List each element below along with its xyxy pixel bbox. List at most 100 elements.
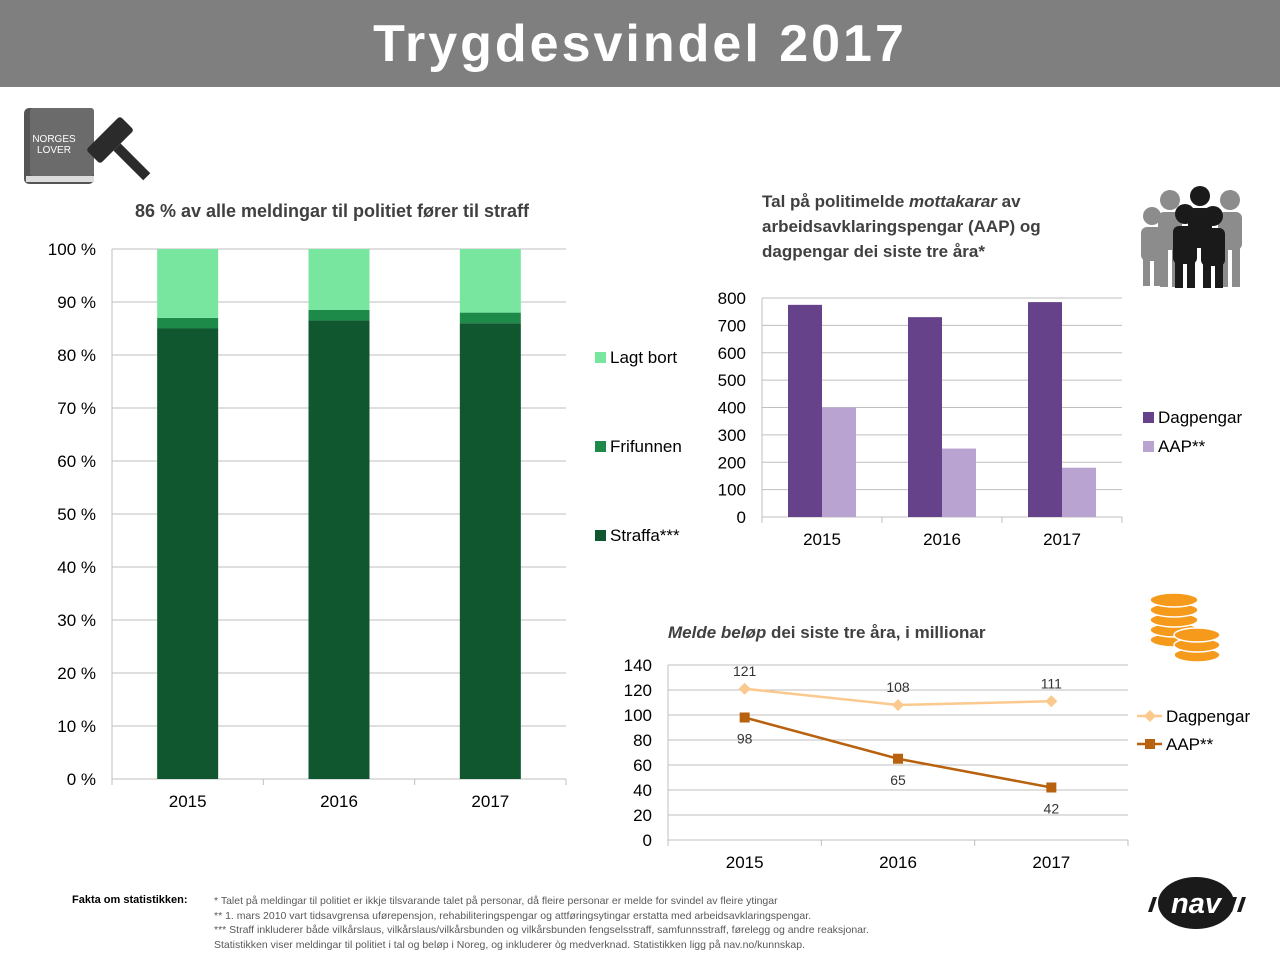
chart2-bars (788, 302, 1096, 517)
chart2-y-ticks: 0 100 200 300 400 500 600 700 800 (718, 289, 746, 527)
bar-straffa-2017 (459, 323, 521, 779)
data-label: 42 (1044, 801, 1060, 817)
y-tick-label: 0 (643, 831, 652, 850)
y-tick-label: 20 % (57, 664, 96, 683)
legend-label: Dagpengar (1166, 707, 1250, 726)
x-tick-label: 2016 (320, 792, 358, 811)
y-tick-label: 20 (633, 806, 652, 825)
y-tick-label: 0 (737, 508, 746, 527)
footer-note: * Talet på meldingar til politiet er ikk… (214, 895, 778, 907)
chart2-x-ticks: 2015 2016 2017 (803, 530, 1081, 549)
y-tick-label: 0 % (67, 770, 96, 789)
y-tick-label: 10 % (57, 717, 96, 736)
x-tick-label: 2015 (803, 530, 841, 549)
footer-note: ** 1. mars 2010 vart tidsavgrensa uførep… (214, 909, 812, 922)
legend-label: AAP** (1166, 735, 1214, 754)
bar-frifunnen-2017 (459, 312, 521, 324)
chart2-title-line1: Tal på politimelde mottakarar av (762, 192, 1021, 211)
y-tick-label: 80 (633, 731, 652, 750)
x-tick-label: 2017 (1032, 853, 1070, 872)
y-tick-label: 40 % (57, 558, 96, 577)
legend-marker (1145, 739, 1155, 749)
bar-dagpengar-2015 (788, 304, 822, 517)
header-banner: Trygdesvindel 2017 (0, 0, 1280, 87)
x-tick-label: 2016 (923, 530, 961, 549)
y-tick-label: 60 (633, 756, 652, 775)
y-tick-label: 800 (718, 289, 746, 308)
y-tick-label: 100 (718, 481, 746, 500)
chart3-title: Melde beløp dei siste tre åra, i million… (668, 623, 986, 642)
x-tick-label: 2016 (879, 853, 917, 872)
x-tick-label: 2015 (169, 792, 207, 811)
chart2-title-line2: arbeidsavklaringspengar (AAP) og (762, 217, 1041, 236)
x-tick-label: 2015 (726, 853, 764, 872)
chart1-x-ticks: 2015 2016 2017 (169, 792, 509, 811)
coins-icon (1149, 592, 1221, 663)
x-tick-label: 2017 (471, 792, 509, 811)
y-tick-label: 100 (624, 706, 652, 725)
y-tick-label: 100 % (48, 240, 96, 259)
bar-lagtbort-2015 (157, 249, 219, 318)
y-tick-label: 300 (718, 426, 746, 445)
y-tick-label: 80 % (57, 346, 96, 365)
law-book-gavel-icon: NORGES LOVER (24, 108, 151, 184)
x-tick-label: 2017 (1043, 530, 1081, 549)
people-group-icon (1141, 186, 1242, 288)
point-marker (893, 753, 903, 764)
footer-note: *** Straff inkluderer både vilkårslaus, … (214, 924, 869, 936)
legend-swatch (1143, 412, 1154, 423)
y-tick-label: 700 (718, 316, 746, 335)
legend-swatch (595, 441, 606, 452)
point-marker (738, 682, 751, 695)
point-marker (1045, 695, 1058, 708)
data-label: 121 (733, 663, 757, 679)
point-marker (1046, 782, 1057, 793)
legend-label: Lagt bort (610, 348, 677, 367)
chart3-x-ticks: 2015 2016 2017 (726, 853, 1070, 872)
chart1-title: 86 % av alle meldingar til politiet føre… (135, 201, 530, 221)
y-tick-label: 120 (624, 681, 652, 700)
bar-aap-2017 (1062, 467, 1096, 517)
legend-label: Dagpengar (1158, 408, 1242, 427)
chart2-title-line3: dagpengar dei siste tre åra* (762, 242, 985, 261)
data-label: 108 (886, 679, 910, 695)
legend-label: Frifunnen (610, 437, 682, 456)
page-title: Trygdesvindel 2017 (373, 14, 907, 73)
legend-swatch (1143, 441, 1154, 452)
y-tick-label: 500 (718, 371, 746, 390)
point-marker (892, 699, 904, 711)
y-tick-label: 600 (718, 344, 746, 363)
chart3-legend: Dagpengar AAP** (1137, 707, 1250, 754)
book-title-line1: NORGES (32, 134, 76, 145)
point-marker (739, 712, 750, 723)
bar-aap-2015 (822, 407, 856, 517)
legend-marker (1144, 710, 1156, 722)
chart2-legend: Dagpengar AAP** (1143, 408, 1242, 456)
chart1-bars (157, 249, 521, 779)
nav-logo: nav (1148, 877, 1246, 929)
bar-lagtbort-2016 (308, 249, 370, 310)
legend-label: Straffa*** (610, 526, 680, 545)
bar-frifunnen-2015 (157, 317, 219, 329)
bar-straffa-2016 (308, 320, 370, 779)
y-tick-label: 50 % (57, 505, 96, 524)
book-title-line2: LOVER (37, 145, 71, 156)
legend-swatch (595, 530, 606, 541)
y-tick-label: 70 % (57, 399, 96, 418)
footer-notes: * Talet på meldingar til politiet er ikk… (214, 894, 1114, 952)
y-tick-label: 60 % (57, 452, 96, 471)
chart3-y-ticks: 0 20 40 60 80 100 120 140 (624, 656, 652, 850)
y-tick-label: 200 (718, 453, 746, 472)
chart3-lines: 121 108 111 98 65 42 (733, 663, 1062, 817)
footer-note: Statistikken viser meldingar til politie… (214, 938, 806, 951)
y-tick-label: 90 % (57, 293, 96, 312)
legend-label: AAP** (1158, 437, 1206, 456)
data-label: 111 (1041, 675, 1062, 691)
chart1-legend: Lagt bort Frifunnen Straffa*** (595, 348, 682, 545)
y-tick-label: 30 % (57, 611, 96, 630)
chart1-y-ticks: 0 % 10 % 20 % 30 % 40 % 50 % 60 % 70 % 80 % 90 % 1… (48, 240, 96, 789)
bar-frifunnen-2016 (308, 309, 370, 321)
footer-label: Fakta om statistikken: (72, 894, 188, 906)
bar-dagpengar-2016 (908, 317, 942, 517)
